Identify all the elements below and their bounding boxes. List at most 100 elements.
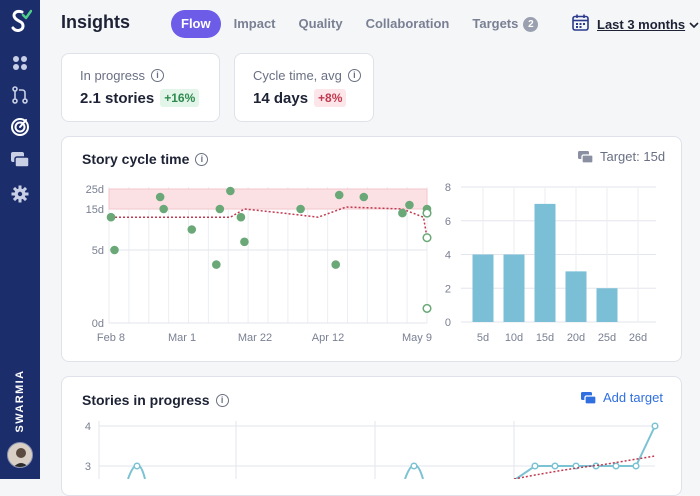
target-icon bbox=[577, 150, 594, 164]
story-cycle-time-card: Story cycle time i Target: 15d bbox=[61, 136, 682, 362]
x-tick-label: Mar 1 bbox=[168, 332, 196, 344]
data-point bbox=[296, 204, 305, 214]
kpi-value: 2.1 stories bbox=[80, 89, 155, 107]
data-point bbox=[398, 208, 407, 218]
info-icon[interactable]: i bbox=[347, 69, 361, 82]
histogram-bar bbox=[472, 254, 494, 322]
in-progress-point bbox=[422, 208, 432, 218]
tab-impact[interactable]: Impact bbox=[224, 10, 286, 38]
target-band bbox=[108, 188, 428, 210]
avatar[interactable] bbox=[7, 442, 33, 468]
tab-label: Targets bbox=[472, 16, 519, 31]
data-point bbox=[110, 245, 119, 255]
series-point bbox=[632, 462, 640, 470]
card-title: Stories in progress bbox=[82, 392, 210, 408]
kpi-label: Cycle time, avg bbox=[253, 68, 342, 83]
info-icon[interactable]: i bbox=[151, 69, 165, 82]
kpi-value: 14 days bbox=[253, 89, 309, 107]
data-point bbox=[240, 237, 249, 247]
data-point bbox=[334, 190, 344, 200]
target-icon bbox=[580, 391, 597, 405]
card-title: Story cycle time bbox=[82, 151, 190, 167]
histogram-bar bbox=[596, 288, 618, 322]
y-tick-label: 5d bbox=[92, 245, 104, 257]
x-tick-label: 25d bbox=[598, 332, 616, 344]
add-target-button[interactable]: Add target bbox=[580, 390, 663, 405]
data-point bbox=[215, 204, 225, 214]
histogram-bar bbox=[565, 271, 587, 322]
series-point bbox=[612, 462, 620, 470]
page-title: Insights bbox=[61, 12, 131, 32]
tab-collaboration[interactable]: Collaboration bbox=[356, 10, 460, 38]
period-label: Last 3 months bbox=[597, 16, 686, 32]
in-progress-point bbox=[422, 233, 432, 243]
histogram-bar bbox=[503, 254, 525, 322]
trend-line bbox=[111, 206, 428, 238]
tab-label: Flow bbox=[181, 16, 211, 31]
info-icon[interactable]: i bbox=[195, 152, 209, 166]
calendar-icon bbox=[572, 14, 589, 34]
period-selector[interactable]: Last 3 months bbox=[572, 14, 699, 34]
x-tick-label: 15d bbox=[536, 332, 554, 344]
y-tick-label: 2 bbox=[445, 283, 451, 295]
x-tick-label: Mar 22 bbox=[238, 332, 272, 344]
tab-bar: Flow Impact Quality Collaboration Target… bbox=[171, 10, 551, 38]
kpi-label: In progress bbox=[80, 68, 146, 83]
data-point bbox=[236, 212, 246, 222]
y-tick-label: 4 bbox=[445, 250, 451, 262]
y-tick-label: 8 bbox=[445, 182, 451, 194]
kpi-card-in-progress[interactable]: In progress i 2.1 stories +16% bbox=[61, 53, 220, 122]
work-log-icon[interactable] bbox=[10, 150, 30, 170]
tab-targets[interactable]: Targets 2 bbox=[462, 10, 548, 38]
pull-request-icon[interactable] bbox=[10, 85, 30, 105]
tab-label: Quality bbox=[298, 16, 343, 31]
series-point bbox=[531, 462, 539, 470]
y-tick-label: 15d bbox=[86, 204, 104, 216]
kpi-card-cycle-time[interactable]: Cycle time, avg i 14 days +8% bbox=[234, 53, 374, 122]
in-progress-point bbox=[422, 303, 432, 313]
tab-quality[interactable]: Quality bbox=[289, 10, 353, 38]
info-icon[interactable]: i bbox=[215, 393, 229, 407]
data-point bbox=[106, 212, 116, 222]
sidebar: SWARMIA bbox=[0, 0, 40, 479]
integrations-icon[interactable] bbox=[10, 53, 30, 73]
targets-count-badge: 2 bbox=[523, 16, 539, 32]
y-tick-label: 3 bbox=[85, 461, 91, 473]
insights-icon[interactable] bbox=[10, 117, 30, 137]
data-point bbox=[226, 186, 235, 196]
data-point bbox=[359, 192, 369, 202]
y-tick-label: 25d bbox=[86, 184, 104, 196]
x-tick-label: May 9 bbox=[402, 332, 432, 344]
histogram-bar bbox=[534, 203, 556, 322]
x-tick-label: 20d bbox=[567, 332, 585, 344]
stories-in-progress-chart: 43 bbox=[85, 421, 659, 479]
gear-icon[interactable] bbox=[10, 184, 30, 204]
target-indicator[interactable]: Target: 15d bbox=[577, 149, 665, 164]
tab-flow[interactable]: Flow bbox=[171, 10, 221, 38]
y-tick-label: 4 bbox=[85, 421, 91, 433]
x-tick-label: Feb 8 bbox=[97, 332, 125, 344]
x-tick-label: 26d bbox=[629, 332, 647, 344]
y-tick-label: 6 bbox=[445, 216, 451, 228]
target-label: Target: 15d bbox=[600, 149, 666, 164]
data-point bbox=[405, 200, 414, 210]
series-point bbox=[592, 462, 600, 470]
data-point bbox=[212, 260, 221, 269]
series-point bbox=[410, 462, 418, 470]
y-tick-label: 0d bbox=[92, 318, 104, 330]
series-point bbox=[133, 462, 141, 470]
x-tick-label: 5d bbox=[477, 332, 489, 344]
stories-in-progress-card: Stories in progress i Add target bbox=[61, 376, 682, 496]
tab-label: Collaboration bbox=[365, 16, 450, 31]
series-point bbox=[551, 462, 559, 470]
kpi-delta: +16% bbox=[160, 89, 200, 107]
series-line bbox=[515, 425, 656, 479]
swarmia-logo[interactable] bbox=[8, 7, 33, 35]
x-tick-label: 10d bbox=[505, 332, 523, 344]
cycle-time-scatter-chart: 0d 5d 15d 25d Feb 8 Mar 1 Mar 22 Apr 12 May 9 0 2 4… bbox=[86, 182, 656, 344]
brand-wordmark: SWARMIA bbox=[14, 369, 26, 433]
trend-line bbox=[513, 455, 656, 479]
y-tick-label: 0 bbox=[445, 317, 451, 329]
series-point bbox=[651, 422, 659, 430]
data-point bbox=[159, 204, 168, 214]
